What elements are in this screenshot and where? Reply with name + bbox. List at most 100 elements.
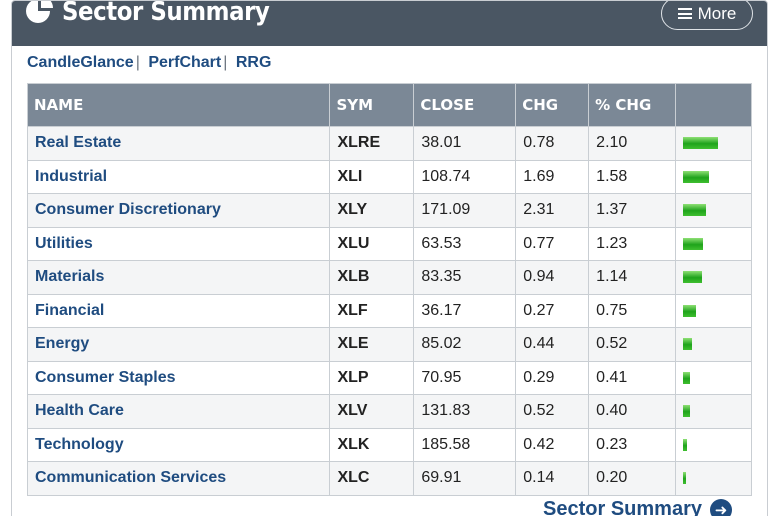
rrg-link[interactable]: RRG [235, 54, 272, 71]
percent-change-value: 1.14 [588, 260, 677, 295]
column-header-name[interactable]: NAME [26, 83, 331, 127]
sector-name[interactable]: Real Estate [26, 126, 331, 161]
table-row[interactable]: Consumer Discretionary XLY 171.09 2.31 1.37 [26, 193, 752, 228]
change-value: 0.29 [515, 360, 590, 395]
sector-name[interactable]: Industrial [26, 159, 331, 194]
close-value: 63.53 [413, 226, 517, 261]
table-row[interactable]: Real Estate XLRE 38.01 0.78 2.10 [26, 126, 752, 161]
arrow-right-circle-icon: ➜ [710, 498, 732, 516]
change-value: 0.14 [515, 461, 590, 496]
percent-change-value: 1.37 [588, 193, 677, 228]
close-value: 36.17 [413, 293, 517, 328]
change-value: 2.31 [515, 193, 590, 228]
percent-change-bar-cell [675, 461, 752, 496]
sector-name[interactable]: Consumer Staples [26, 360, 331, 395]
close-value: 185.58 [413, 427, 517, 462]
column-header-chg[interactable]: CHG [515, 83, 590, 127]
symbol[interactable]: XLV [329, 394, 415, 429]
close-value: 38.01 [413, 126, 517, 161]
sector-name[interactable]: Communication Services [26, 461, 331, 496]
panel-header: Sector Summary More [12, 1, 767, 46]
close-value: 131.83 [413, 394, 517, 429]
column-header-sym[interactable]: SYM [329, 83, 415, 127]
percent-change-bar-cell [675, 260, 752, 295]
change-value: 0.77 [515, 226, 590, 261]
percent-change-value: 0.40 [588, 394, 677, 429]
chart-links: CandleGlance | PerfChart | RRG [27, 54, 271, 72]
table-row[interactable]: Health Care XLV 131.83 0.52 0.40 [26, 394, 752, 429]
close-value: 108.74 [413, 159, 517, 194]
sector-name[interactable]: Consumer Discretionary [26, 193, 331, 228]
percent-change-value: 1.23 [588, 226, 677, 261]
table-row[interactable]: Communication Services XLC 69.91 0.14 0.20 [26, 461, 752, 496]
page-title: Sector Summary [62, 0, 270, 27]
table-body: Real Estate XLRE 38.01 0.78 2.10 Industrial XL… [26, 126, 752, 496]
percent-change-value: 0.41 [588, 360, 677, 395]
percent-change-bar [683, 405, 691, 418]
table-row[interactable]: Utilities XLU 63.53 0.77 1.23 [26, 226, 752, 261]
change-value: 0.42 [515, 427, 590, 462]
percent-change-bar [683, 204, 707, 217]
perfchart-link[interactable]: PerfChart [148, 54, 222, 71]
close-value: 70.95 [413, 360, 517, 395]
sector-summary-link[interactable]: Sector Summary ➜ [543, 498, 732, 516]
symbol[interactable]: XLI [329, 159, 415, 194]
percent-change-bar [683, 271, 703, 284]
more-button[interactable]: More [661, 1, 753, 30]
column-header-bar [675, 83, 752, 127]
percent-change-bar-cell [675, 360, 752, 395]
symbol[interactable]: XLRE [329, 126, 415, 161]
percent-change-value: 0.75 [588, 293, 677, 328]
change-value: 1.69 [515, 159, 590, 194]
percent-change-value: 2.10 [588, 126, 677, 161]
link-separator: | [223, 54, 228, 71]
column-header-close[interactable]: CLOSE [413, 83, 517, 127]
close-value: 69.91 [413, 461, 517, 496]
percent-change-bar [683, 170, 710, 183]
symbol[interactable]: XLK [329, 427, 415, 462]
table-row[interactable]: Energy XLE 85.02 0.44 0.52 [26, 327, 752, 362]
table-row[interactable]: Financial XLF 36.17 0.27 0.75 [26, 293, 752, 328]
table-row[interactable]: Consumer Staples XLP 70.95 0.29 0.41 [26, 360, 752, 395]
percent-change-bar-cell [675, 193, 752, 228]
change-value: 0.52 [515, 394, 590, 429]
percent-change-bar [683, 472, 687, 485]
symbol[interactable]: XLF [329, 293, 415, 328]
change-value: 0.78 [515, 126, 590, 161]
table-row[interactable]: Industrial XLI 108.74 1.69 1.58 [26, 159, 752, 194]
sector-name[interactable]: Financial [26, 293, 331, 328]
percent-change-bar [683, 237, 704, 250]
table-header-row: NAME SYM CLOSE CHG % CHG [26, 83, 752, 127]
sector-name[interactable]: Health Care [26, 394, 331, 429]
sector-summary-panel: Sector Summary More CandleGlance | PerfCh… [11, 0, 768, 516]
percent-change-bar-cell [675, 427, 752, 462]
column-header-pct-chg[interactable]: % CHG [588, 83, 677, 127]
close-value: 83.35 [413, 260, 517, 295]
percent-change-bar-cell [675, 293, 752, 328]
sector-name[interactable]: Materials [26, 260, 331, 295]
table-row[interactable]: Technology XLK 185.58 0.42 0.23 [26, 427, 752, 462]
percent-change-bar-cell [675, 159, 752, 194]
candleglance-link[interactable]: CandleGlance [27, 54, 134, 71]
close-value: 85.02 [413, 327, 517, 362]
more-label: More [697, 3, 737, 23]
symbol[interactable]: XLC [329, 461, 415, 496]
percent-change-value: 0.52 [588, 327, 677, 362]
hamburger-icon [677, 8, 692, 19]
symbol[interactable]: XLU [329, 226, 415, 261]
table-row[interactable]: Materials XLB 83.35 0.94 1.14 [26, 260, 752, 295]
symbol[interactable]: XLB [329, 260, 415, 295]
close-value: 171.09 [413, 193, 517, 228]
link-separator: | [135, 54, 140, 71]
symbol[interactable]: XLY [329, 193, 415, 228]
percent-change-bar-cell [675, 226, 752, 261]
sector-name[interactable]: Utilities [26, 226, 331, 261]
percent-change-bar-cell [675, 327, 752, 362]
percent-change-bar [683, 438, 688, 451]
symbol[interactable]: XLE [329, 327, 415, 362]
sector-name[interactable]: Energy [26, 327, 331, 362]
sector-name[interactable]: Technology [26, 427, 331, 462]
change-value: 0.94 [515, 260, 590, 295]
symbol[interactable]: XLP [329, 360, 415, 395]
percent-change-bar [683, 338, 693, 351]
